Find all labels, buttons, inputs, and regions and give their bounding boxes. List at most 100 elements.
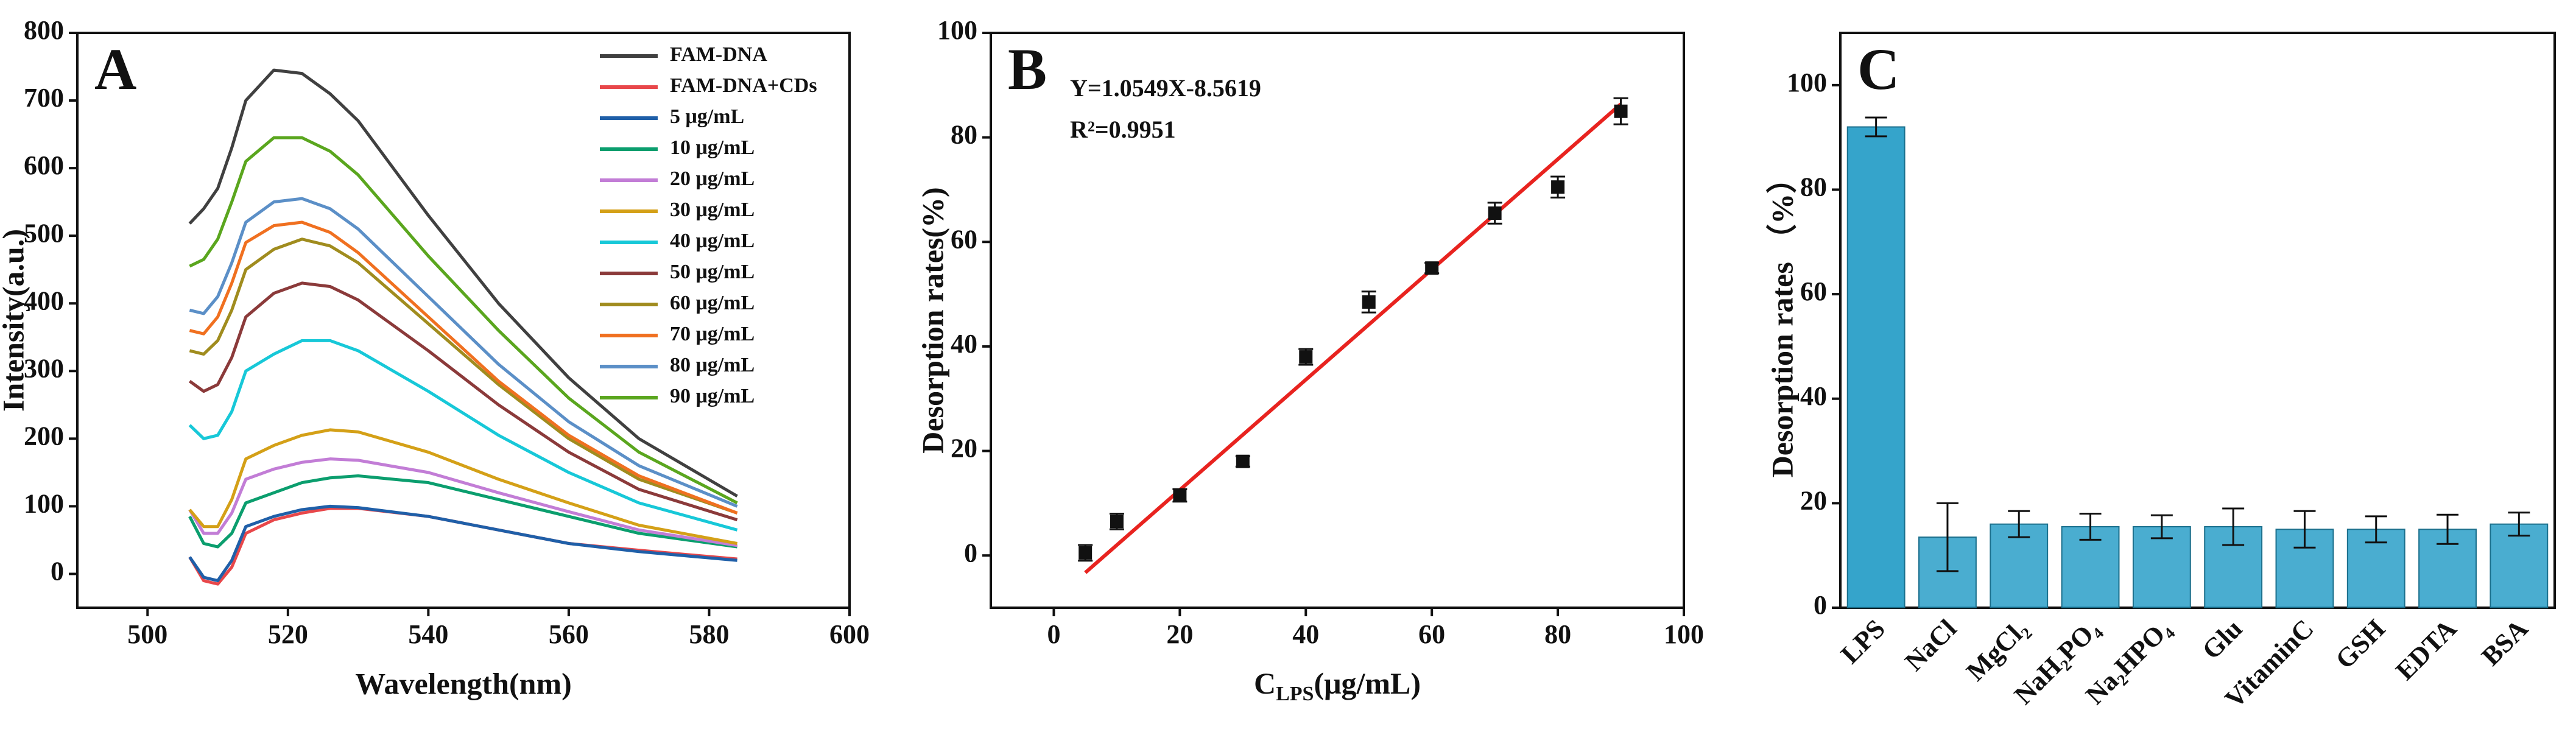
fit-line — [1084, 102, 1622, 574]
spectrum-line — [189, 237, 738, 515]
y-tick-label: 0 — [51, 557, 64, 586]
y-tick-label: 600 — [24, 150, 64, 180]
legend-label: 60 μg/mL — [670, 292, 755, 314]
y-tick-label: 700 — [24, 83, 64, 113]
x-tick-label: 80 — [1544, 619, 1571, 649]
data-point — [1362, 295, 1376, 309]
y-axis-label: Intensity(a.u.) — [0, 229, 30, 412]
spectrum-line — [188, 339, 738, 532]
legend-label: 40 μg/mL — [670, 230, 755, 252]
spectrum-line — [188, 457, 737, 547]
x-tick-label: NaCl — [1899, 614, 1962, 677]
legend-label: 80 μg/mL — [670, 354, 755, 376]
data-point — [1425, 261, 1439, 275]
x-axis-label-part: (μg/mL) — [1314, 666, 1421, 700]
error-bar — [2008, 510, 2030, 538]
x-tick-label: EDTA — [2390, 613, 2462, 686]
y-tick-label: 80 — [951, 120, 977, 150]
y-axis-label: Desorption rates （%） — [1765, 163, 1799, 478]
plot-frame — [990, 32, 1685, 609]
error-bar — [2222, 507, 2245, 546]
spectrum-line — [189, 136, 738, 505]
error-bar — [1865, 116, 1887, 138]
legend-label: FAM-DNA+CDs — [670, 74, 817, 97]
error-bar — [2508, 512, 2530, 537]
y-tick-label: 40 — [1800, 381, 1827, 411]
plot-frame — [76, 32, 851, 609]
annotation: R²=0.9951 — [1070, 116, 1176, 143]
legend-label: 10 μg/mL — [670, 136, 755, 159]
y-tick-label: 60 — [951, 224, 977, 254]
bar — [1846, 126, 1906, 609]
x-tick-label: Glu — [2197, 614, 2248, 666]
y-tick-label: 100 — [937, 15, 977, 45]
x-axis-label: CLPS(μg/mL) — [1254, 666, 1421, 705]
error-bar — [2079, 513, 2102, 541]
legend-label: 70 μg/mL — [670, 323, 755, 345]
x-tick-label: 540 — [408, 619, 448, 649]
y-tick-label: 400 — [24, 286, 64, 315]
error-bar — [2150, 514, 2173, 540]
data-point — [1551, 180, 1565, 194]
error-bar — [2365, 515, 2387, 544]
y-tick-label: 100 — [1787, 68, 1827, 97]
bar — [2490, 523, 2549, 609]
data-point — [1614, 104, 1628, 118]
spectrum-line — [188, 428, 738, 545]
y-tick-label: 300 — [24, 353, 64, 383]
panel-label: C — [1857, 37, 1899, 102]
x-tick-label: GSH — [2330, 614, 2391, 675]
x-tick-label: 520 — [268, 619, 308, 649]
annotation: Y=1.0549X-8.5619 — [1070, 74, 1261, 102]
x-tick-label: 20 — [1166, 619, 1193, 649]
spectrum-line — [188, 507, 737, 586]
x-tick-label: 500 — [127, 619, 167, 649]
legend-label: 90 μg/mL — [670, 385, 755, 407]
x-tick-label: 40 — [1292, 619, 1319, 649]
y-tick-label: 0 — [1814, 590, 1827, 620]
spectrum-line — [188, 68, 738, 498]
data-point — [1110, 515, 1124, 529]
x-tick-label: 100 — [1664, 619, 1704, 649]
y-tick-label: 800 — [24, 15, 64, 45]
x-axis-label-part: LPS — [1276, 683, 1314, 705]
x-tick-label: 0 — [1047, 619, 1060, 649]
data-point — [1173, 488, 1187, 502]
plot-frame — [1839, 32, 2556, 609]
y-tick-label: 40 — [951, 329, 977, 359]
data-point — [1299, 350, 1313, 364]
y-tick-label: 80 — [1800, 172, 1827, 202]
x-tick-label: 560 — [549, 619, 589, 649]
legend-label: 30 μg/mL — [670, 199, 755, 221]
y-tick-label: 20 — [951, 434, 977, 463]
y-tick-label: 20 — [1800, 485, 1827, 515]
y-tick-label: 500 — [24, 218, 64, 248]
y-tick-label: 200 — [24, 421, 64, 451]
spectrum-line — [188, 281, 738, 522]
x-tick-label: 60 — [1418, 619, 1445, 649]
y-tick-label: 100 — [24, 489, 64, 519]
y-tick-label: 0 — [964, 538, 977, 568]
panel-label: B — [1008, 37, 1047, 102]
legend-label: FAM-DNA — [670, 43, 767, 66]
y-tick-label: 60 — [1800, 276, 1827, 306]
data-point — [1079, 546, 1093, 560]
x-tick-label: LPS — [1835, 614, 1891, 670]
error-bar — [2437, 513, 2459, 545]
x-axis-label-part: C — [1254, 666, 1276, 700]
bar — [2132, 526, 2191, 608]
spectrum-line — [189, 220, 738, 515]
spectrum-line — [188, 504, 737, 583]
data-point — [1488, 206, 1502, 220]
legend-label: 50 μg/mL — [670, 261, 755, 283]
legend-label: 5 μg/mL — [670, 105, 744, 128]
spectrum-line — [189, 197, 738, 508]
x-tick-label: BSA — [2476, 613, 2533, 671]
error-bar — [2293, 510, 2316, 549]
data-point — [1236, 454, 1250, 468]
y-axis-label: Desorption rates(%) — [915, 187, 949, 453]
panel-label: A — [94, 37, 136, 102]
legend-label: 20 μg/mL — [670, 167, 755, 190]
x-tick-label: 600 — [829, 619, 870, 649]
